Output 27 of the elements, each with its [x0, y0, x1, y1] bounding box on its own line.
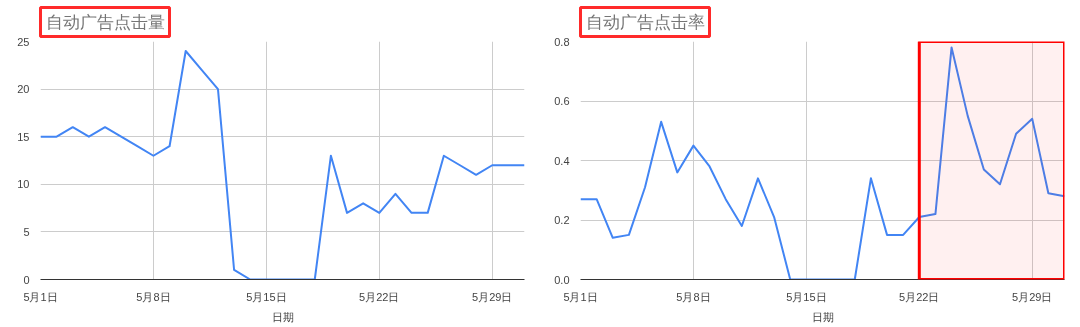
y-tick-label: 10	[17, 178, 30, 191]
x-tick-label: 5月8日	[136, 290, 171, 303]
y-tick-label: 0.0	[554, 273, 570, 286]
x-tick-label: 5月22日	[359, 290, 400, 303]
x-axis-title: 日期	[271, 310, 294, 323]
x-tick-label: 5月29日	[1012, 290, 1053, 303]
x-tick-label: 5月8日	[676, 290, 711, 303]
line-series	[580, 46, 1065, 280]
x-tick-label: 5月15日	[786, 290, 827, 303]
y-tick-label: 0.6	[554, 95, 570, 107]
x-tick-label: 5月22日	[899, 290, 940, 303]
chart-title: 自动广告点击量	[45, 12, 165, 32]
y-tick-label: 0.4	[554, 154, 570, 167]
y-tick-label: 15	[17, 130, 30, 143]
x-tick-label: 5月15日	[246, 290, 287, 303]
y-tick-label: 5	[23, 225, 30, 238]
x-tick-label: 5月1日	[23, 290, 58, 303]
line-series	[40, 50, 525, 280]
chart-title: 自动广告点击率	[585, 12, 705, 32]
x-axis-title: 日期	[811, 310, 834, 323]
y-tick-label: 25	[17, 35, 30, 48]
y-tick-label: 0	[23, 273, 30, 286]
y-tick-label: 0.2	[554, 214, 570, 226]
x-tick-label: 5月1日	[563, 290, 598, 303]
y-tick-label: 0.8	[554, 35, 570, 48]
y-tick-label: 20	[17, 83, 30, 96]
x-tick-label: 5月29日	[472, 290, 513, 303]
